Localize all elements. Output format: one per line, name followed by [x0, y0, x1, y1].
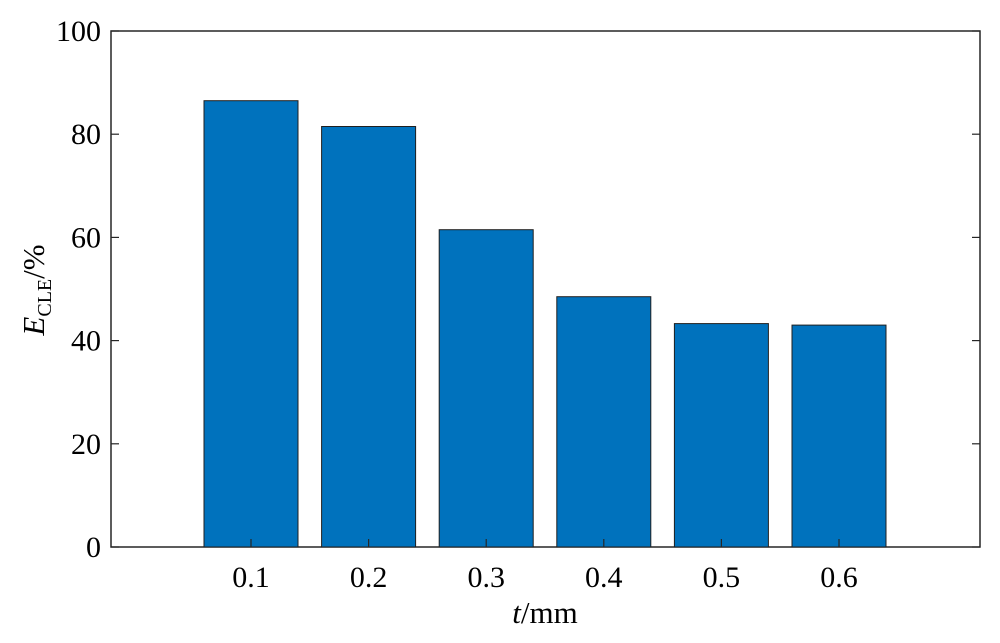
x-tick-label: 0.3: [467, 561, 505, 594]
x-tick-label: 0.1: [232, 561, 270, 594]
x-tick-label: 0.6: [820, 561, 858, 594]
bar-0.5: [673, 323, 769, 548]
x-axis: 0.1 0.2 0.3 0.4 0.5 0.6: [232, 539, 858, 594]
bars-group: [203, 100, 887, 548]
bar-0.2: [321, 126, 417, 548]
x-axis-label: t/mm: [512, 595, 577, 630]
y-tick-label: 60: [71, 221, 101, 254]
y-axis-label: ECLE/%: [16, 244, 56, 336]
y-tick-label: 40: [71, 325, 101, 358]
y-tick-label: 0: [86, 531, 101, 564]
y-tick-label: 100: [56, 15, 101, 48]
x-tick-label: 0.2: [350, 561, 388, 594]
bar-0.1: [203, 100, 299, 548]
y-tick-label: 20: [71, 428, 101, 461]
x-tick-label: 0.4: [585, 561, 623, 594]
y-tick-label: 80: [71, 118, 101, 151]
y-axis: 0 20 40 60 80 100: [56, 15, 980, 564]
bar-0.4: [556, 296, 652, 548]
x-tick-label: 0.5: [703, 561, 741, 594]
bar-0.6: [791, 324, 887, 548]
bar-0.3: [438, 229, 534, 548]
